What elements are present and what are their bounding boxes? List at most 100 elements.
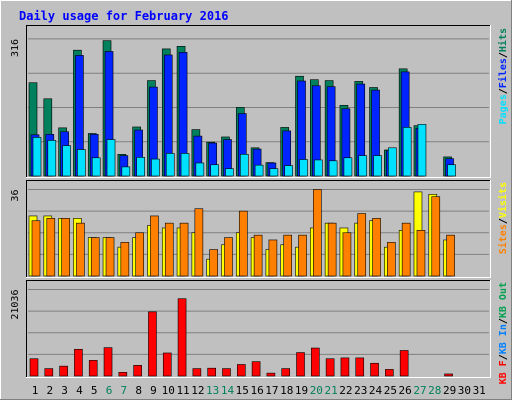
sites-bar-day-14 [224, 237, 233, 277]
pages-bar-day-10 [165, 153, 175, 177]
panel-3-max-label: 21036 [10, 290, 21, 320]
pages-bar-day-3 [62, 145, 71, 177]
sites-bar-day-19 [298, 234, 307, 277]
day-label-21: 21 [325, 384, 338, 397]
pages-bar-day-1 [32, 137, 42, 177]
pages-bar-day-18 [284, 165, 294, 177]
day-label-9: 9 [150, 384, 157, 397]
legend-sites-visits-part-3: Visits [497, 182, 509, 218]
pages-bar-day-27 [417, 124, 427, 177]
kbf-bar-day-20 [311, 347, 320, 377]
kbf-bar-day-25 [385, 369, 394, 377]
pages-bar-day-19 [299, 159, 308, 177]
kbf-bar-day-26 [399, 350, 409, 377]
day-label-27: 27 [413, 384, 426, 397]
pages-bar-day-16 [254, 164, 264, 177]
pages-bar-day-12 [195, 162, 205, 177]
kbf-bar-day-23 [355, 357, 365, 377]
panel-2-max-label: 36 [10, 190, 21, 202]
kbf-bar-day-18 [281, 368, 291, 377]
legend-pages-files-hits-part-4: / [498, 52, 509, 58]
kbf-bar-day-19 [296, 352, 305, 377]
legend-pages-files-hits-part-3: Files [497, 58, 509, 88]
sites-bar-day-6 [105, 237, 115, 277]
day-label-16: 16 [250, 384, 263, 397]
sites-bar-day-18 [283, 234, 293, 277]
pages-bar-day-24 [373, 155, 382, 177]
kbf-bar-day-6 [103, 347, 113, 377]
legend-kb-part-4: / [498, 318, 509, 324]
day-label-23: 23 [354, 384, 367, 397]
day-label-24: 24 [369, 384, 383, 397]
chart-title: Daily usage for February 2016 [19, 9, 229, 23]
day-label-17: 17 [265, 384, 278, 397]
legend-kb: KB F/KB In/KB Out [498, 282, 509, 384]
day-label-7: 7 [121, 384, 128, 397]
sites-bar-day-11 [179, 222, 189, 277]
kbf-bar-day-3 [59, 365, 68, 377]
pages-bar-day-7 [121, 166, 131, 177]
legend-kb-part-5: KB Out [498, 282, 509, 318]
sites-bar-day-27 [416, 230, 426, 277]
legend-pages-files-hits-part-2: / [498, 88, 509, 94]
pages-bar-day-17 [269, 168, 279, 177]
kbf-bar-day-14 [222, 368, 231, 377]
kbf-bar-day-15 [236, 364, 246, 377]
day-label-29: 29 [443, 384, 456, 397]
day-label-6: 6 [106, 384, 113, 397]
pages-bar-day-8 [136, 157, 145, 177]
pages-bar-day-5 [91, 157, 101, 177]
day-label-11: 11 [176, 384, 189, 397]
kbf-bar-day-2 [44, 368, 54, 377]
legend-sites-visits: Sites/Visits [497, 182, 509, 254]
kbf-bar-day-9 [148, 311, 157, 377]
day-label-28: 28 [428, 384, 441, 397]
day-label-1: 1 [32, 384, 39, 397]
day-label-31: 31 [473, 384, 486, 397]
legend-sites-visits-part-2: / [498, 218, 509, 224]
kbf-bar-day-17 [266, 372, 276, 377]
panel-1-max-label: 316 [10, 39, 21, 57]
day-label-12: 12 [191, 384, 204, 397]
sites-bar-day-10 [164, 222, 174, 277]
pages-bar-day-22 [343, 157, 353, 177]
day-label-26: 26 [399, 384, 412, 397]
day-label-3: 3 [61, 384, 68, 397]
sites-bar-day-1 [31, 220, 41, 277]
sites-bar-day-15 [238, 210, 248, 277]
legend-kb-part-2: / [498, 354, 509, 360]
sites-bar-day-28 [431, 196, 441, 277]
kbf-bar-day-12 [192, 368, 202, 377]
pages-bar-day-11 [180, 153, 190, 177]
day-label-4: 4 [76, 384, 83, 397]
day-label-5: 5 [91, 384, 98, 397]
day-label-22: 22 [339, 384, 352, 397]
day-label-8: 8 [135, 384, 142, 397]
sites-bar-day-5 [90, 237, 100, 277]
pages-bar-day-9 [151, 158, 160, 177]
kbf-bar-day-16 [251, 361, 261, 377]
legend-kb-part-1: KB F [498, 360, 509, 384]
sites-bar-day-20 [313, 189, 322, 277]
pages-bar-day-6 [106, 139, 116, 177]
sites-bar-day-29 [446, 234, 455, 277]
sites-bar-day-25 [387, 242, 396, 277]
pages-bar-day-15 [239, 154, 249, 177]
pages-bar-day-21 [328, 160, 338, 177]
kbf-bar-day-1 [29, 358, 39, 377]
sites-bar-day-21 [327, 222, 337, 277]
kbf-bar-day-4 [74, 348, 83, 377]
day-label-2: 2 [46, 384, 53, 397]
sites-bar-day-22 [342, 232, 352, 277]
sites-bar-day-4 [76, 222, 85, 277]
sites-bar-day-12 [194, 208, 204, 277]
legend-pages-files-hits: Pages/Files/Hits [497, 28, 509, 124]
day-label-15: 15 [236, 384, 249, 397]
kbf-bar-day-10 [162, 352, 172, 377]
pages-bar-day-25 [388, 147, 397, 177]
sites-bar-day-8 [135, 232, 144, 277]
sites-bar-day-17 [268, 239, 278, 277]
day-label-18: 18 [280, 384, 293, 397]
sites-bar-day-3 [61, 218, 70, 277]
legend-sites-visits-part-1: Sites [497, 224, 509, 254]
